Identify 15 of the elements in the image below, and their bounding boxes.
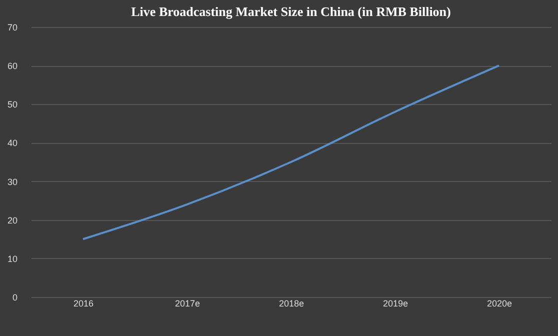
line-series xyxy=(82,64,500,240)
y-tick-label: 60 xyxy=(7,61,18,72)
x-tick-label: 2019e xyxy=(382,298,408,308)
x-tick-label: 2020e xyxy=(486,298,512,308)
y-tick-label: 30 xyxy=(7,176,18,187)
y-tick-label: 10 xyxy=(7,254,18,264)
y-tick-label: 40 xyxy=(7,138,18,148)
y-tick-label: 0 xyxy=(12,292,18,302)
x-tick-label: 2018e xyxy=(278,298,304,308)
y-tick-label: 20 xyxy=(7,215,18,226)
y-tick-label: 50 xyxy=(7,100,18,110)
x-tick-label: 2016 xyxy=(73,298,94,308)
chart-title: Live Broadcasting Market Size in China (in RMB Billion) xyxy=(131,4,451,19)
x-tick-label: 2017e xyxy=(174,298,200,308)
y-tick-label: 70 xyxy=(7,22,18,32)
